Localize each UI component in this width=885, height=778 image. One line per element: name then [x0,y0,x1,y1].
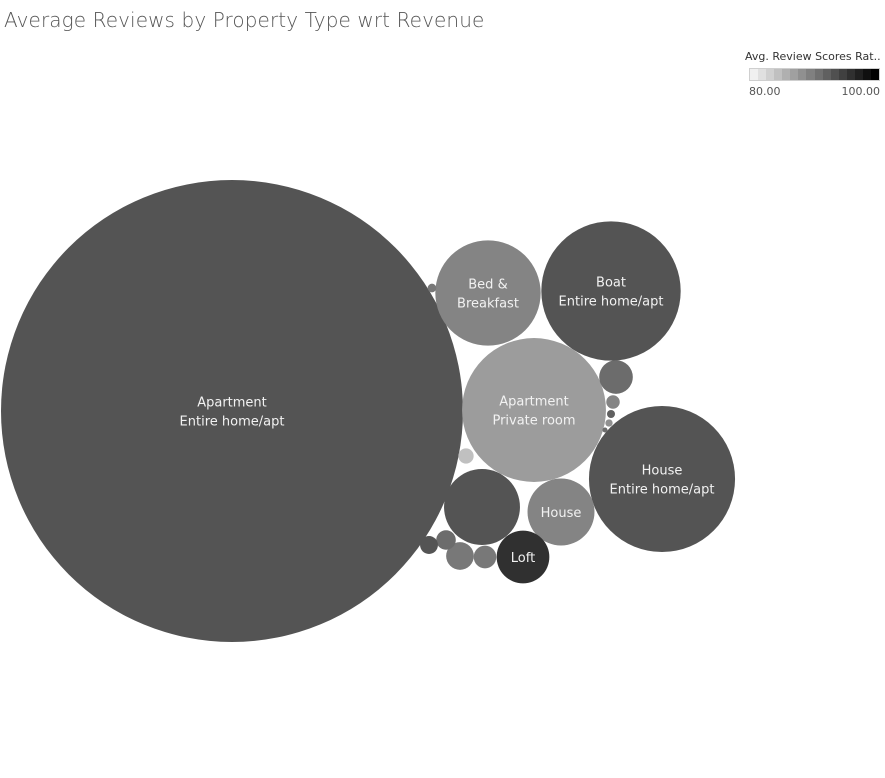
legend-color-ramp [749,68,880,81]
legend-ramp-step [774,69,783,80]
bubble-label: Entire home/apt [180,415,285,430]
legend-ramp-step [830,69,839,80]
bubble[interactable] [446,542,474,570]
bubble[interactable] [602,427,608,433]
bubble-label: Bed & [468,278,507,293]
bubble[interactable] [462,338,606,482]
bubble-label: House [541,506,582,521]
bubble[interactable] [606,395,620,409]
legend-ramp-step [846,69,855,80]
legend-ramp-step [798,69,807,80]
legend-title: Avg. Review Scores Rat.. [745,50,881,63]
bubble[interactable] [541,221,681,361]
bubble[interactable] [527,478,595,546]
bubble[interactable] [444,469,520,545]
legend-min-label: 80.00 [749,85,781,98]
bubble-label: Entire home/apt [559,295,664,310]
legend-max-label: 100.00 [841,85,881,98]
color-legend: Avg. Review Scores Rat.. 80.00 100.00 [745,50,883,99]
chart-title: Average Reviews by Property Type wrt Rev… [4,8,485,32]
legend-ramp-step [838,69,847,80]
legend-labels: 80.00 100.00 [745,85,883,99]
bubble-label: Apartment [499,395,569,410]
bubble[interactable] [496,530,550,584]
legend-ramp-step [822,69,831,80]
legend-ramp-step [766,69,775,80]
bubble-label: Breakfast [457,297,519,312]
legend-ramp-step [758,69,767,80]
bubble[interactable] [605,419,613,427]
legend-ramp-step [806,69,815,80]
bubble[interactable] [458,448,474,464]
legend-ramp-step [790,69,799,80]
bubble[interactable] [420,536,438,554]
bubble[interactable] [435,240,541,346]
bubble-label: Loft [511,551,535,566]
bubble-label: Private room [492,414,575,429]
bubble[interactable] [588,405,736,553]
bubble[interactable] [1,180,463,642]
bubble-label: Entire home/apt [610,483,715,498]
bubble-label: Boat [596,276,626,291]
bubble[interactable] [473,545,497,569]
legend-ramp-step [750,69,759,80]
legend-ramp-step [814,69,823,80]
legend-ramp-step [862,69,871,80]
legend-ramp-step [870,69,879,80]
bubble-label: House [642,464,683,479]
legend-ramp-step [854,69,863,80]
bubble[interactable] [436,530,456,550]
bubble[interactable] [427,283,437,293]
bubble[interactable] [606,409,616,419]
bubble-label: Apartment [197,396,267,411]
legend-ramp-step [782,69,791,80]
bubble[interactable] [599,360,633,394]
